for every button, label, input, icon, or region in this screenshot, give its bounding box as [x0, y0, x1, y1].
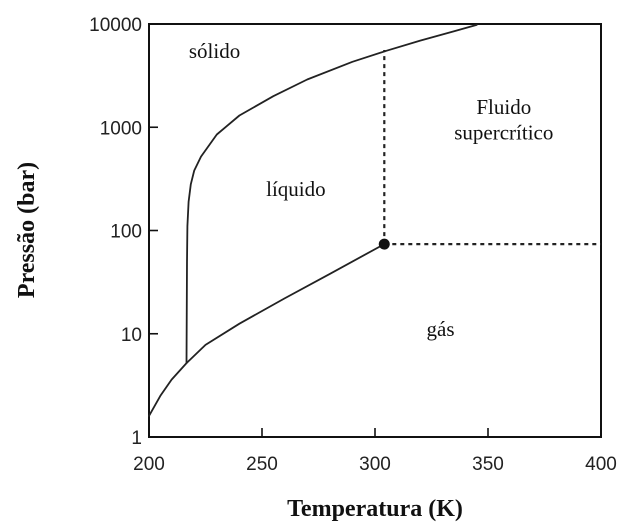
y-tick-label: 1000 [100, 118, 142, 139]
axis-ticks: 200 250 300 350 400 1 10 100 1000 10000 [89, 15, 617, 475]
x-tick-label: 250 [246, 454, 278, 475]
region-label: líquido [266, 177, 326, 201]
x-tick-label: 200 [133, 454, 165, 475]
x-tick-label: 300 [359, 454, 391, 475]
x-tick-label: 350 [472, 454, 504, 475]
y-tick-label: 10 [121, 325, 142, 346]
critical-point-marker [378, 238, 390, 250]
y-tick-label: 10000 [89, 15, 142, 36]
y-tick-label: 100 [110, 222, 142, 243]
series-line-1 [148, 243, 386, 417]
region-label: Fluido [476, 95, 531, 119]
plot-frame [148, 23, 602, 438]
x-axis-label: Temperatura (K) [287, 496, 463, 522]
y-tick-label: 1 [131, 428, 142, 449]
y-axis-label: Pressão (bar) [14, 162, 40, 298]
x-tick-label: 400 [585, 454, 617, 475]
series-line-2 [185, 24, 478, 364]
region-label: supercrítico [454, 121, 553, 145]
region-label: gás [427, 317, 455, 341]
region-label: sólido [189, 39, 240, 63]
chart-curves [148, 24, 601, 417]
